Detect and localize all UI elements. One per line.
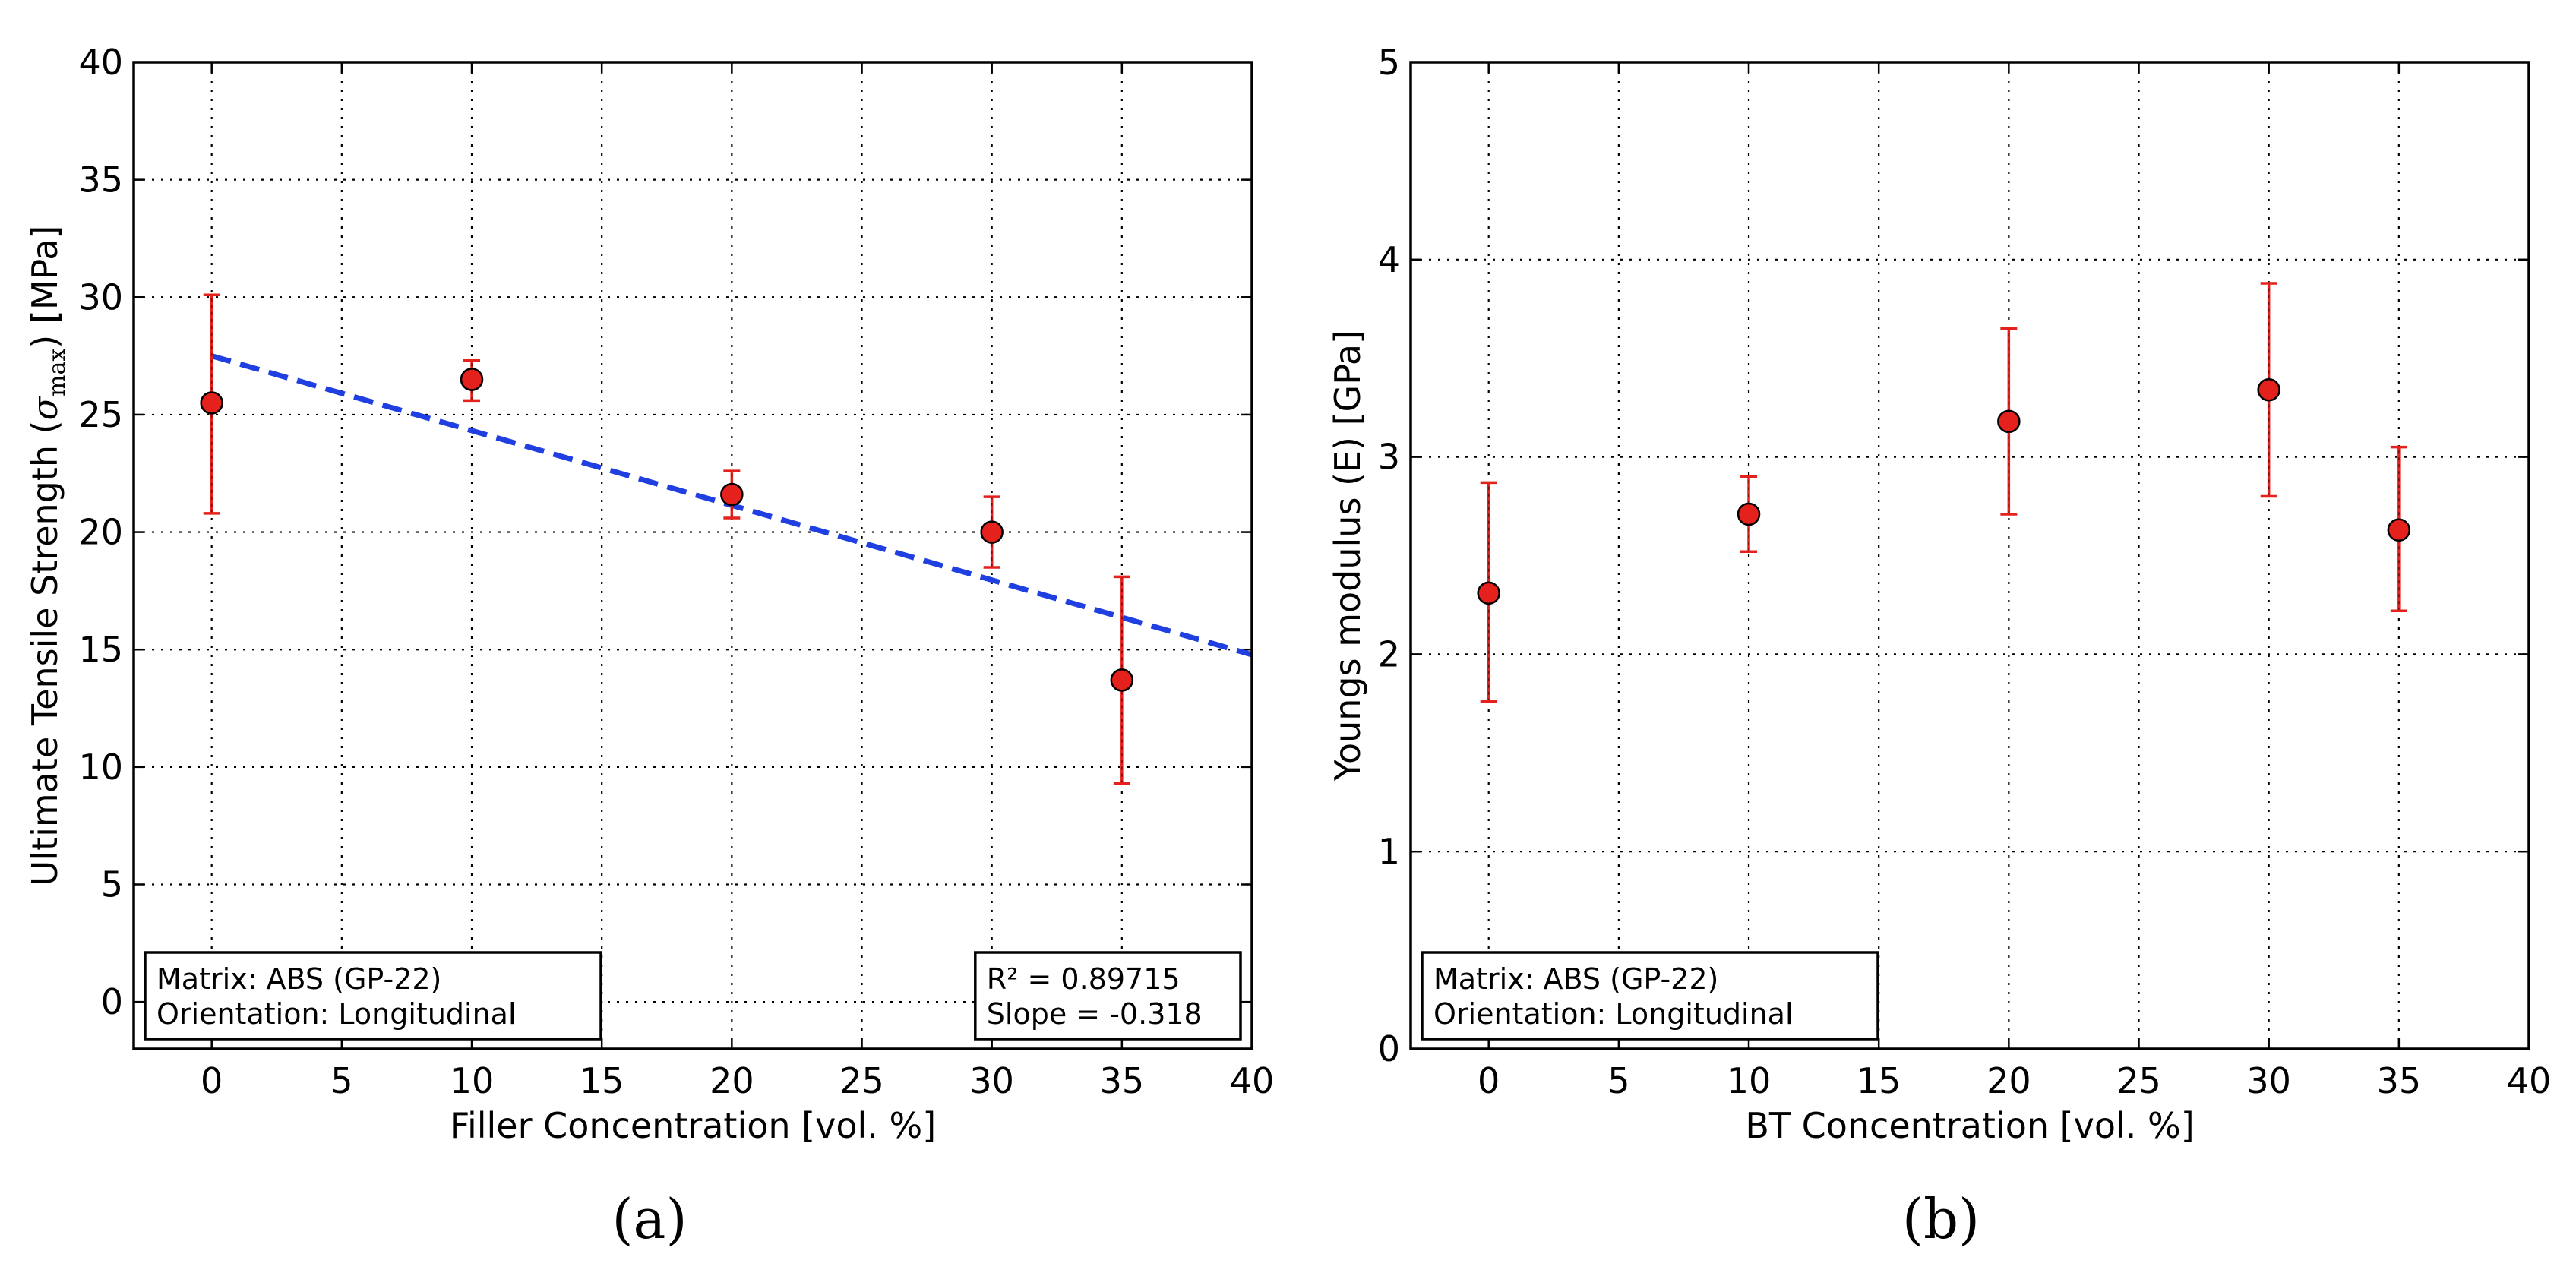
x-tick-label: 10	[450, 1060, 495, 1101]
data-point	[2257, 378, 2280, 402]
y-tick-label: 3	[1378, 437, 1400, 478]
chart-panel-a: 0 5 10 15 20 25 30 35 40 0 5 10 15 20 25 30 35 40 Matrix: …	[24, 42, 1274, 1251]
x-tick-label: 5	[330, 1060, 352, 1101]
data-point	[720, 482, 744, 507]
annotation-box-frame	[144, 951, 602, 1041]
data-point	[2387, 518, 2411, 542]
data-point	[1737, 502, 1761, 526]
data-point	[1997, 409, 2021, 434]
matrix-info-box: Matrix: ABS (GP-22)Orientation: Longitud…	[1421, 951, 1879, 1041]
panel-caption: (b)	[1902, 1187, 1980, 1251]
x-tick-label: 0	[1478, 1060, 1500, 1101]
y-tick-label: 15	[78, 629, 123, 670]
panel-caption: (a)	[612, 1187, 687, 1251]
y-tick-label: 2	[1378, 633, 1400, 674]
y-axis-label-prefix: Ultimate Tensile Strength (	[24, 420, 65, 886]
annotation-line: Slope = -0.318	[987, 997, 1203, 1031]
x-tick-label: 30	[969, 1060, 1014, 1101]
y-tick-label: 5	[1378, 42, 1400, 83]
x-axis-label: BT Concentration [vol. %]	[1745, 1105, 2194, 1146]
data-point	[1110, 668, 1134, 692]
data-point	[1477, 581, 1500, 605]
y-axis-label-symbol: σ	[24, 395, 65, 420]
matrix-info-box: Matrix: ABS (GP-22)Orientation: Longitud…	[144, 951, 602, 1041]
annotation-line: Matrix: ABS (GP-22)	[1433, 962, 1718, 996]
annotation-box-frame	[974, 951, 1242, 1041]
x-tick-label: 25	[2116, 1060, 2161, 1101]
y-tick-label: 30	[78, 276, 123, 317]
x-tick-label: 25	[839, 1060, 884, 1101]
y-tick-label: 25	[78, 394, 123, 435]
grid	[1411, 62, 2529, 1049]
plot-frame	[1409, 61, 2530, 1050]
annotation-line: Orientation: Longitudinal	[1433, 997, 1794, 1031]
annotation-line: Matrix: ABS (GP-22)	[156, 962, 441, 996]
y-tick-label: 0	[101, 981, 123, 1022]
x-tick-label: 10	[1727, 1060, 1772, 1101]
x-tick-label: 35	[1100, 1060, 1145, 1101]
data-point	[460, 368, 484, 391]
y-axis-label-prefix: Youngs modulus (E) [GPa]	[1327, 330, 1368, 782]
data-point	[980, 520, 1004, 544]
x-tick-label: 20	[710, 1060, 754, 1101]
y-axis-label-suffix: ) [MPa]	[24, 226, 65, 349]
x-tick-label: 40	[2507, 1060, 2552, 1101]
y-tick-label: 10	[78, 747, 123, 788]
y-tick-label: 0	[1378, 1028, 1400, 1069]
annotation-line: Orientation: Longitudinal	[156, 997, 517, 1031]
x-tick-label: 0	[201, 1060, 223, 1101]
y-tick-label: 20	[78, 512, 123, 553]
annotation-box-frame	[1421, 951, 1879, 1041]
y-tick-label: 40	[78, 42, 123, 83]
x-tick-label: 5	[1607, 1060, 1629, 1101]
y-tick-label: 35	[78, 160, 123, 201]
y-tick-label: 1	[1378, 831, 1400, 872]
y-tick-label: 5	[101, 864, 123, 905]
x-tick-label: 20	[1987, 1060, 2031, 1101]
x-tick-label: 15	[580, 1060, 624, 1101]
y-tick-label: 4	[1378, 239, 1400, 280]
x-tick-label: 40	[1230, 1060, 1275, 1101]
annotation-line: R² = 0.89715	[987, 962, 1181, 996]
y-axis-label: Youngs modulus (E) [GPa]	[1327, 330, 1368, 782]
x-tick-label: 30	[2246, 1060, 2291, 1101]
data-point	[200, 391, 223, 415]
y-axis-label: Ultimate Tensile Strength (σmax) [MPa]	[24, 226, 71, 886]
grid	[134, 62, 1252, 1049]
plot-frame	[132, 61, 1253, 1050]
x-tick-label: 35	[2377, 1060, 2422, 1101]
y-axis-label-subscript: max	[44, 349, 71, 396]
chart-panel-b: 0 5 10 15 20 25 30 35 40 0 1 2 3 4 5 Matrix: ABS (GP-22…	[1327, 42, 2551, 1251]
x-tick-label: 15	[1857, 1060, 1901, 1101]
x-axis-label: Filler Concentration [vol. %]	[450, 1105, 936, 1146]
